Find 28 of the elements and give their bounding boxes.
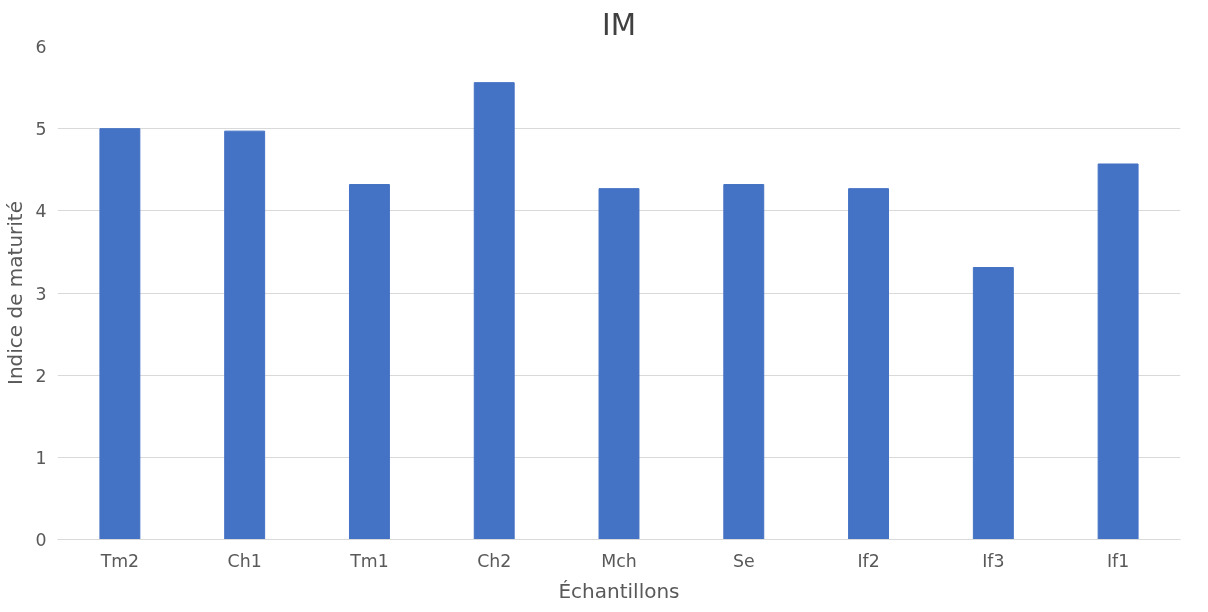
y-tick-label: 5 <box>35 119 47 140</box>
y-tick-label: 6 <box>35 37 47 57</box>
bar <box>473 82 515 540</box>
x-tick-label: Ch2 <box>477 550 512 571</box>
bar <box>598 188 640 540</box>
bar <box>848 188 890 540</box>
x-tick-label: Se <box>732 550 755 571</box>
bar <box>348 184 390 540</box>
y-tick-label: 1 <box>35 447 47 468</box>
bar <box>723 184 765 540</box>
x-tick-label: If2 <box>857 550 880 571</box>
x-axis-title: Échantillons <box>558 578 680 603</box>
y-axis-title: Indice de maturité <box>3 200 28 386</box>
x-tick-label: Tm1 <box>349 550 389 571</box>
y-tick-label: 0 <box>35 530 47 550</box>
chart-title: IM <box>602 7 636 42</box>
bar <box>1097 163 1139 540</box>
x-tick-label: If3 <box>982 550 1005 571</box>
x-tick-label: Ch1 <box>227 550 262 571</box>
x-tick-label: Mch <box>601 550 637 571</box>
y-tick-label: 3 <box>35 283 47 304</box>
y-tick-label: 2 <box>35 365 47 386</box>
bar <box>99 128 141 540</box>
bar <box>972 267 1014 540</box>
x-tick-label: If1 <box>1106 550 1130 571</box>
bar <box>224 130 266 540</box>
x-tick-label: Tm2 <box>99 550 140 571</box>
y-tick-label: 4 <box>35 201 47 222</box>
